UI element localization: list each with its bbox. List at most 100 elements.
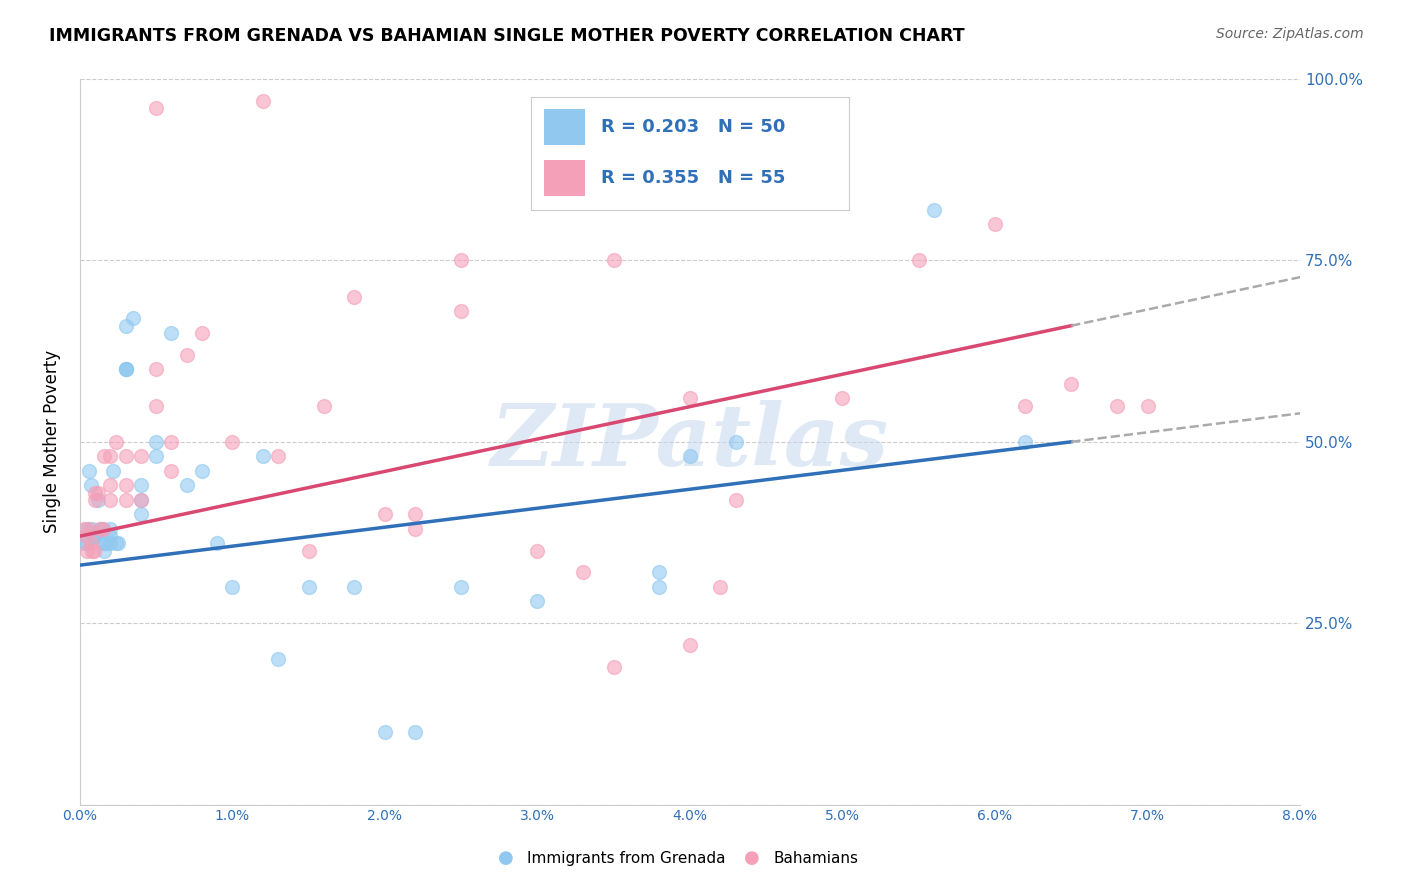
Point	[221, 580, 243, 594]
Point	[75, 529, 97, 543]
Point	[76, 543, 98, 558]
Point	[84, 485, 107, 500]
Point	[80, 543, 103, 558]
Point	[221, 434, 243, 449]
Point	[298, 543, 321, 558]
Point	[831, 391, 853, 405]
Point	[75, 522, 97, 536]
Point	[984, 217, 1007, 231]
Point	[84, 492, 107, 507]
Text: ●: ●	[744, 849, 761, 867]
Point	[73, 522, 96, 536]
Point	[129, 492, 152, 507]
Point	[107, 536, 129, 550]
Point	[100, 529, 122, 543]
Point	[77, 522, 100, 536]
Point	[343, 580, 366, 594]
Point	[572, 566, 595, 580]
Point	[79, 478, 101, 492]
Point	[89, 522, 111, 536]
Point	[105, 434, 128, 449]
Point	[84, 529, 107, 543]
Point	[526, 543, 548, 558]
Point	[94, 536, 117, 550]
Point	[83, 529, 105, 543]
Point	[205, 536, 228, 550]
Point	[145, 362, 167, 376]
Point	[129, 508, 152, 522]
Point	[89, 522, 111, 536]
Text: Bahamians: Bahamians	[773, 851, 858, 865]
Point	[122, 311, 145, 326]
Point	[87, 485, 110, 500]
Point	[602, 253, 624, 268]
Point	[343, 290, 366, 304]
Point	[77, 464, 100, 478]
Point	[160, 464, 183, 478]
Point	[160, 326, 183, 340]
Point	[91, 522, 114, 536]
Point	[191, 464, 214, 478]
Point	[114, 362, 136, 376]
Point	[100, 536, 122, 550]
Point	[114, 362, 136, 376]
Point	[404, 508, 426, 522]
Point	[648, 566, 671, 580]
Point	[93, 543, 115, 558]
Point	[679, 450, 702, 464]
Point	[602, 659, 624, 673]
Point	[87, 492, 110, 507]
Point	[1014, 434, 1036, 449]
Point	[679, 391, 702, 405]
Point	[114, 450, 136, 464]
Point	[129, 450, 152, 464]
Point	[84, 529, 107, 543]
Point	[298, 580, 321, 594]
Y-axis label: Single Mother Poverty: Single Mother Poverty	[44, 351, 60, 533]
Point	[648, 580, 671, 594]
Point	[79, 536, 101, 550]
Point	[267, 652, 290, 666]
Point	[83, 543, 105, 558]
Point	[312, 399, 335, 413]
Point	[374, 508, 396, 522]
Point	[100, 492, 122, 507]
Point	[176, 348, 198, 362]
Point	[907, 253, 929, 268]
Point	[93, 450, 115, 464]
Point	[80, 522, 103, 536]
Point	[191, 326, 214, 340]
Point	[1014, 399, 1036, 413]
Point	[526, 594, 548, 608]
Text: Source: ZipAtlas.com: Source: ZipAtlas.com	[1216, 27, 1364, 41]
Point	[91, 522, 114, 536]
Point	[252, 94, 274, 108]
Point	[922, 202, 945, 217]
Point	[145, 101, 167, 115]
Point	[100, 522, 122, 536]
Point	[404, 522, 426, 536]
Point	[679, 638, 702, 652]
Point	[450, 253, 472, 268]
Point	[252, 450, 274, 464]
Point	[1136, 399, 1159, 413]
Point	[1060, 376, 1083, 391]
Point	[709, 580, 731, 594]
Point	[404, 725, 426, 739]
Point	[73, 536, 96, 550]
Point	[114, 362, 136, 376]
Point	[145, 450, 167, 464]
Text: ●: ●	[498, 849, 515, 867]
Point	[100, 478, 122, 492]
Point	[450, 580, 472, 594]
Point	[450, 304, 472, 318]
Text: IMMIGRANTS FROM GRENADA VS BAHAMIAN SINGLE MOTHER POVERTY CORRELATION CHART: IMMIGRANTS FROM GRENADA VS BAHAMIAN SING…	[49, 27, 965, 45]
Point	[1105, 399, 1128, 413]
Point	[114, 318, 136, 333]
Point	[129, 492, 152, 507]
Point	[724, 434, 747, 449]
Text: ZIPatlas: ZIPatlas	[491, 400, 889, 483]
Point	[114, 478, 136, 492]
Point	[91, 536, 114, 550]
Point	[105, 536, 128, 550]
